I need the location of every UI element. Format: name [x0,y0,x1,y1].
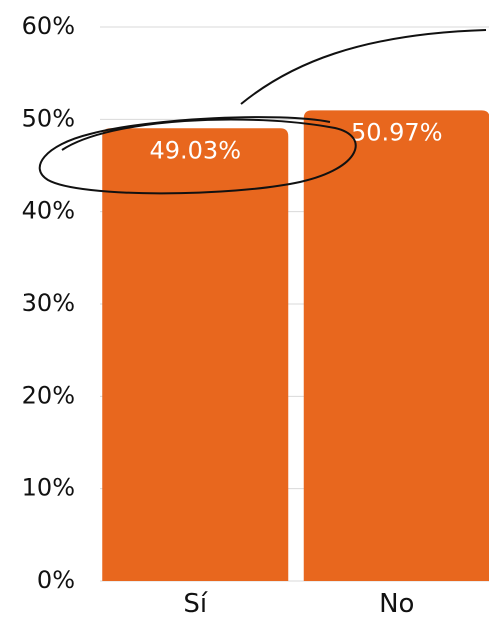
data-label: 49.03% [149,136,241,164]
bar-si [102,128,289,581]
x-tick-label: No [379,589,414,619]
data-labels: 49.03% 50.97% [149,118,442,164]
y-tick-label: 0% [37,566,75,594]
x-tick-label: Sí [183,589,208,619]
bar-no [303,110,489,581]
annotation-ellipse [38,116,357,195]
y-tick-label: 40% [22,197,75,225]
y-tick-label: 20% [22,381,75,409]
annotation-line [240,29,487,105]
y-tick-label: 30% [22,289,75,317]
y-axis: 0% 10% 20% 30% 40% 50% 60% [22,12,75,594]
x-axis: Sí No [183,589,414,619]
y-tick-label: 50% [22,104,75,132]
annotation [38,29,487,195]
y-tick-label: 10% [22,474,75,502]
data-label: 50.97% [351,118,443,146]
y-tick-label: 60% [22,12,75,40]
bars [102,110,489,581]
